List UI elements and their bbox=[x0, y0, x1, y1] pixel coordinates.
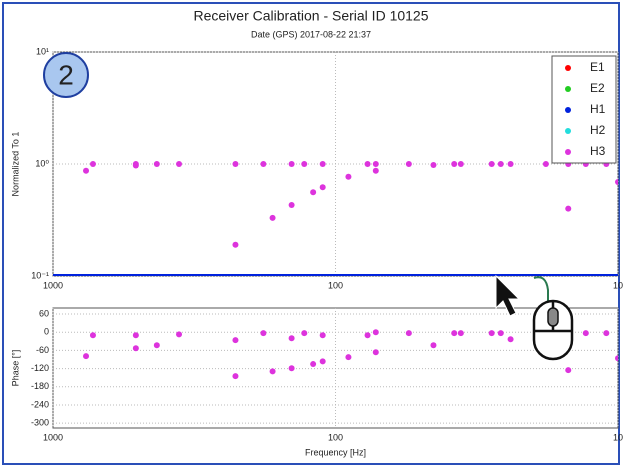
y-tick-label: 10¹ bbox=[36, 46, 49, 56]
data-point bbox=[372, 349, 379, 356]
data-point bbox=[176, 331, 183, 338]
data-point bbox=[319, 161, 326, 167]
legend-box bbox=[551, 55, 617, 164]
data-point bbox=[507, 336, 514, 343]
data-point bbox=[153, 342, 160, 349]
data-point bbox=[269, 368, 276, 375]
legend-swatch bbox=[565, 86, 571, 92]
data-point bbox=[582, 330, 589, 337]
data-point bbox=[372, 161, 379, 167]
data-point bbox=[319, 184, 326, 191]
data-point bbox=[83, 353, 90, 360]
data-point bbox=[288, 161, 295, 167]
legend-label: E1 bbox=[590, 60, 605, 74]
data-point bbox=[430, 342, 437, 349]
data-point bbox=[319, 358, 326, 365]
y-tick-label: -180 bbox=[31, 381, 49, 391]
data-point bbox=[457, 161, 464, 167]
series-layer bbox=[53, 161, 618, 276]
data-point bbox=[89, 161, 96, 167]
legend-swatch bbox=[565, 149, 571, 155]
data-point bbox=[310, 189, 317, 196]
y-tick-label: -120 bbox=[31, 363, 49, 373]
legend-label: H1 bbox=[590, 102, 606, 116]
y-axis-label: Normalized To 1 bbox=[10, 132, 20, 197]
data-point bbox=[497, 330, 504, 337]
data-point bbox=[269, 214, 276, 221]
y-tick-label: 10⁰ bbox=[35, 158, 49, 168]
data-point bbox=[232, 241, 239, 248]
subtitle: Date (GPS) 2017-08-22 21:37 bbox=[251, 29, 371, 39]
x-tick-label: 1000 bbox=[43, 432, 63, 442]
data-point bbox=[232, 161, 239, 167]
x-tick-label: 100 bbox=[328, 432, 343, 442]
data-point bbox=[451, 161, 458, 167]
legend-label: E2 bbox=[590, 81, 605, 95]
legend-swatch bbox=[565, 107, 571, 113]
data-point bbox=[132, 162, 139, 169]
data-point bbox=[319, 332, 326, 339]
y-tick-label: -60 bbox=[36, 345, 49, 355]
data-point bbox=[364, 332, 371, 339]
data-point bbox=[232, 337, 239, 344]
data-point bbox=[301, 161, 308, 167]
legend-swatch bbox=[565, 65, 571, 71]
data-point bbox=[288, 365, 295, 372]
data-point bbox=[89, 332, 96, 339]
data-point bbox=[603, 330, 610, 337]
data-point bbox=[132, 332, 139, 339]
data-point bbox=[430, 161, 437, 168]
y-tick-label: 10⁻¹ bbox=[31, 270, 49, 280]
title: Receiver Calibration - Serial ID 10125 bbox=[194, 8, 429, 24]
data-point bbox=[83, 167, 90, 174]
data-point bbox=[364, 161, 371, 167]
y-tick-label: -240 bbox=[31, 399, 49, 409]
data-point bbox=[260, 330, 267, 337]
data-point bbox=[176, 161, 183, 167]
data-point bbox=[260, 161, 267, 167]
data-point bbox=[405, 330, 412, 337]
data-point bbox=[451, 330, 458, 337]
data-point bbox=[457, 330, 464, 337]
data-point bbox=[345, 173, 352, 180]
data-point bbox=[615, 179, 618, 186]
data-point bbox=[132, 345, 139, 352]
x-tick-label: 10 bbox=[613, 432, 623, 442]
legend-swatch bbox=[565, 128, 571, 134]
x-tick-label: 1000 bbox=[43, 280, 63, 290]
x-tick-label: 10 bbox=[613, 280, 623, 290]
data-point bbox=[372, 167, 379, 174]
x-tick-label: 100 bbox=[328, 280, 343, 290]
x-axis-label: Frequency [Hz] bbox=[305, 447, 366, 457]
data-point bbox=[615, 355, 618, 362]
data-point bbox=[310, 361, 317, 368]
data-point bbox=[288, 202, 295, 209]
data-point bbox=[565, 367, 572, 374]
y-tick-label: 0 bbox=[44, 327, 49, 337]
data-point bbox=[301, 330, 308, 337]
y-axis-label: Phase [°] bbox=[10, 350, 20, 387]
data-point bbox=[288, 335, 295, 342]
y-tick-label: 60 bbox=[39, 308, 49, 318]
data-point bbox=[565, 205, 572, 212]
step-badge-label: 2 bbox=[58, 59, 74, 90]
data-point bbox=[405, 161, 412, 167]
legend-label: H2 bbox=[590, 123, 606, 137]
data-point bbox=[232, 373, 239, 380]
data-point bbox=[497, 161, 504, 167]
data-point bbox=[488, 161, 495, 167]
data-point bbox=[372, 329, 379, 336]
cursor-icon bbox=[495, 274, 574, 361]
data-point bbox=[153, 161, 160, 167]
data-point bbox=[542, 161, 549, 167]
legend-label: H3 bbox=[590, 144, 606, 158]
data-point bbox=[488, 330, 495, 337]
data-point bbox=[345, 354, 352, 361]
step-badge bbox=[43, 52, 89, 98]
data-point bbox=[507, 161, 514, 167]
y-tick-label: -300 bbox=[31, 418, 49, 428]
